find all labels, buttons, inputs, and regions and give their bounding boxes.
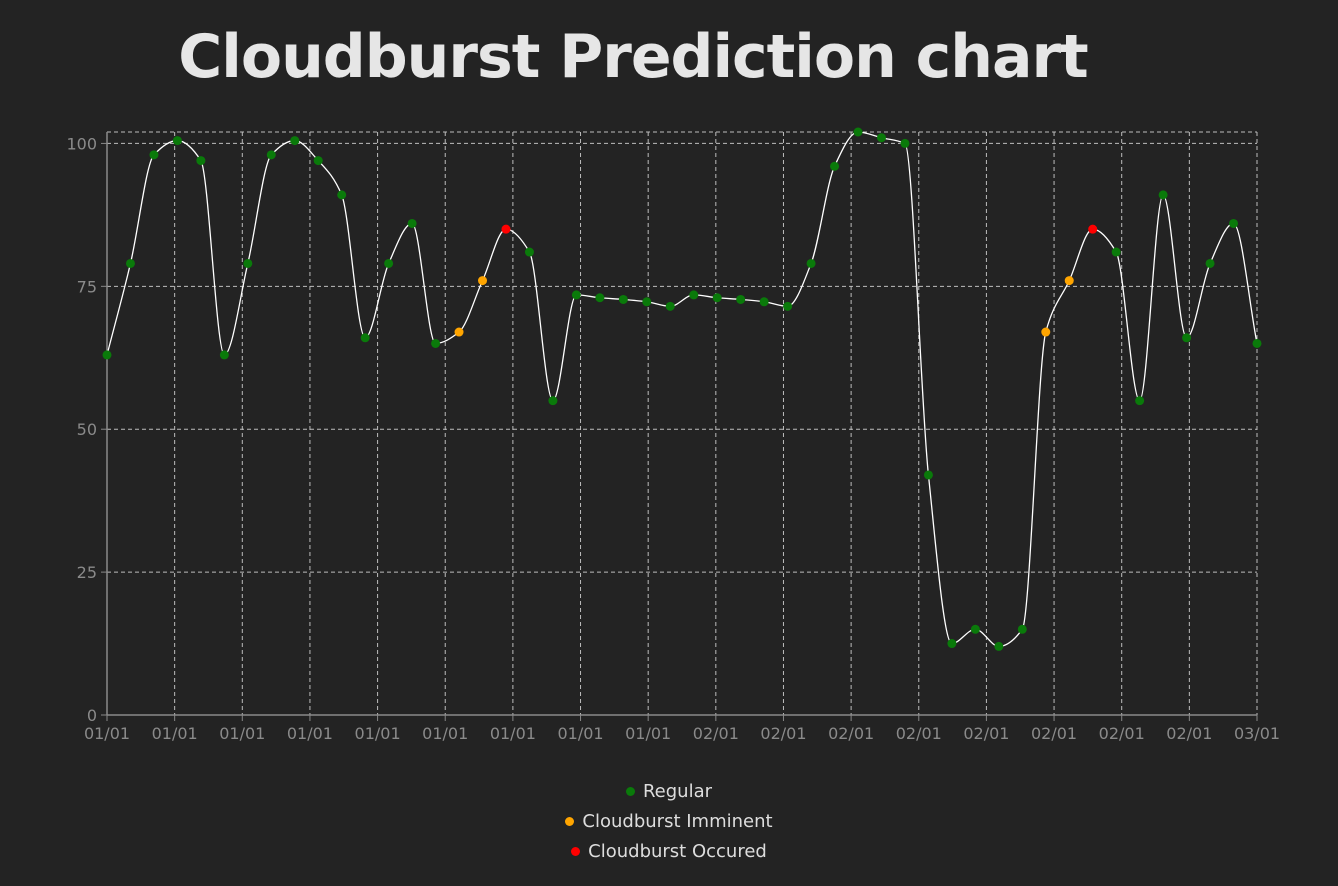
x-tick-label: 01/01 [557,724,603,743]
data-point [1135,396,1145,406]
data-point [689,290,699,300]
data-point [900,138,910,148]
data-point [806,258,816,268]
series-line [106,131,1258,648]
data-point [571,290,581,300]
x-tick-label: 01/01 [84,724,130,743]
x-tick-label: 01/01 [287,724,333,743]
data-point [1064,276,1074,286]
series-line-layer [106,131,1258,648]
y-tick-label: 75 [77,277,97,296]
legend-marker-icon [625,786,635,796]
x-tick-label: 02/01 [1031,724,1077,743]
x-tick-label: 02/01 [1166,724,1212,743]
data-point [1088,224,1098,234]
data-point [1205,258,1215,268]
data-point [1229,218,1239,228]
data-point [1111,247,1121,257]
data-point [125,258,135,268]
legend-label: Regular [642,780,713,802]
x-tick-label: 02/01 [693,724,739,743]
data-point [337,190,347,200]
data-points [102,127,1262,651]
x-tick-label: 03/01 [1234,724,1280,743]
data-point [219,350,229,360]
data-point [313,156,323,166]
legend-label: Cloudburst Occured [588,840,767,862]
x-tick-label: 01/01 [422,724,468,743]
grid [107,131,1258,715]
y-tick-label: 25 [77,563,97,582]
axes: 0 25 50 75 100 01/01 01/01 01/01 01/01 01/01 01/01… [66,132,1280,743]
data-point [454,327,464,337]
data-point [266,150,276,160]
x-tick-label: 01/01 [625,724,671,743]
data-point [149,150,159,160]
data-point [1158,190,1168,200]
line-chart: 0 25 50 75 100 01/01 01/01 01/01 01/01 01/01 01/01… [66,127,1280,743]
data-point [524,247,534,257]
chart-title: Cloudburst Prediction chart [178,22,1088,92]
data-point [102,350,112,360]
data-point [1182,333,1192,343]
data-point [384,258,394,268]
y-tick-label: 0 [87,706,97,725]
x-tick-label: 02/01 [760,724,806,743]
data-point [853,127,863,137]
x-tick-label: 02/01 [828,724,874,743]
x-tick-label: 02/01 [896,724,942,743]
legend-marker-icon [565,816,575,826]
data-point [501,224,511,234]
data-point [548,396,558,406]
legend-entry: Regular [0,776,1338,806]
y-tick-label: 50 [77,420,97,439]
data-point [947,639,957,649]
data-point [736,294,746,304]
data-point [360,333,370,343]
data-point [618,294,628,304]
data-point [431,338,441,348]
legend-entry: Cloudburst Imminent [0,806,1338,836]
data-point [290,136,300,146]
data-point [876,133,886,143]
data-point [830,161,840,171]
data-point [642,297,652,307]
y-tick-label: 100 [66,134,97,153]
x-tick-label: 01/01 [490,724,536,743]
data-point [712,293,722,303]
x-tick-label: 01/01 [355,724,401,743]
data-point [407,218,417,228]
data-point [923,470,933,480]
x-tick-label: 01/01 [219,724,265,743]
data-point [970,624,980,634]
data-point [1252,338,1262,348]
data-point [172,136,182,146]
data-point [243,258,253,268]
legend-entry: Cloudburst Occured [0,836,1338,866]
x-tick-label: 01/01 [152,724,198,743]
legend-label: Cloudburst Imminent [582,810,773,832]
data-point [196,156,206,166]
data-point [478,276,488,286]
x-tick-label: 02/01 [963,724,1009,743]
data-point [665,301,675,311]
legend: Regular Cloudburst Imminent Cloudburst Occ… [0,776,1338,866]
legend-marker-icon [571,846,581,856]
x-tick-label: 02/01 [1099,724,1145,743]
data-point [759,297,769,307]
data-point [783,301,793,311]
data-point [1041,327,1051,337]
data-point [994,641,1004,651]
data-point [595,293,605,303]
data-point [1017,624,1027,634]
